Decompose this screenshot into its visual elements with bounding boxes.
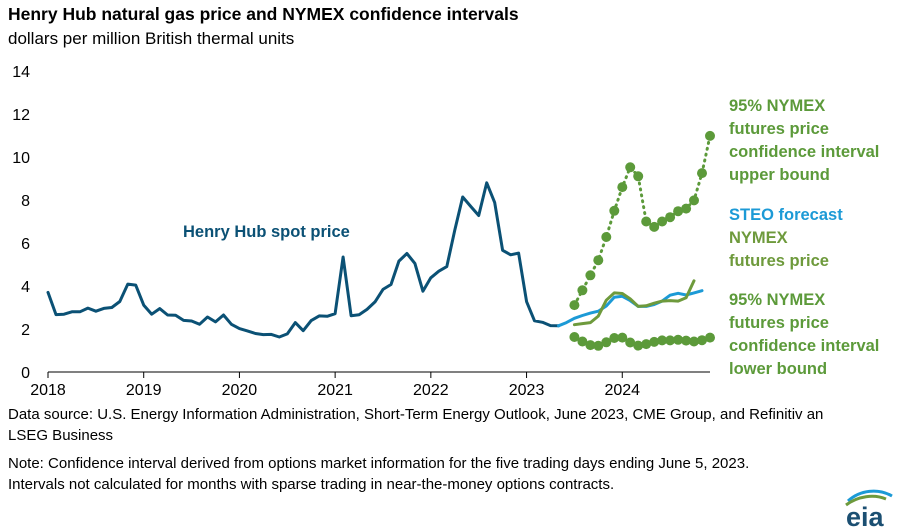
lower-bound-point (681, 335, 692, 346)
upper-bound-label: 95% NYMEX futures price confidence inter… (729, 97, 884, 184)
lower-bound-point (665, 335, 676, 346)
x-tick-label: 2021 (317, 382, 353, 399)
lower-bound-point (697, 335, 707, 346)
eia-logo-text: eia (846, 502, 885, 528)
y-tick-label: 10 (12, 150, 30, 167)
lower-bound-point (649, 336, 660, 347)
y-tick-label: 2 (21, 322, 30, 339)
upper-bound-point (681, 203, 692, 214)
series-layer (46, 130, 715, 351)
y-tick-label: 4 (21, 279, 30, 296)
lower-bound-point (609, 333, 620, 343)
lower-bound-point (641, 339, 652, 350)
x-tick-label: 2020 (222, 382, 258, 399)
upper-bound-point (569, 300, 580, 311)
upper-bound-point (649, 221, 660, 232)
x-tick-label: 2019 (126, 382, 162, 399)
lower-bound-point (593, 340, 604, 351)
line-chart: 0 2 4 6 8 10 12 14 2018 2019 2020 2021 2022 2023 2024… (12, 64, 884, 399)
x-tick-label: 2018 (30, 382, 66, 399)
upper-bound-point (697, 168, 707, 179)
upper-bound-point (633, 171, 644, 182)
chart-subtitle: dollars per million British thermal unit… (8, 29, 295, 48)
x-tick-label: 2022 (413, 382, 449, 399)
chart-title: Henry Hub natural gas price and NYMEX co… (8, 4, 519, 24)
lower-bound-point (705, 332, 715, 343)
upper-bound-point (657, 216, 668, 227)
lower-bound-point (689, 336, 699, 347)
upper-bound-point (689, 195, 699, 206)
y-axis: 0 2 4 6 8 10 12 14 (12, 64, 30, 382)
eia-logo: eia (845, 489, 893, 528)
spot-price-label: Henry Hub spot price (183, 223, 350, 241)
upper-bound-point (601, 232, 612, 242)
upper-bound-point (593, 255, 604, 266)
upper-bound-point (625, 162, 636, 173)
lower-bound-point (577, 336, 588, 347)
upper-bound-point (609, 205, 620, 216)
y-tick-label: 12 (12, 107, 30, 124)
lower-bound-point (585, 340, 596, 351)
footnote: Note: Confidence interval derived from o… (8, 455, 750, 493)
steo-forecast-label: STEO forecast (729, 206, 843, 224)
lower-bound-label: 95% NYMEX futures price confidence inter… (729, 291, 884, 378)
data-source-note: Data source: U.S. Energy Information Adm… (8, 406, 824, 444)
annotations: Henry Hub spot price 95% NYMEX futures p… (183, 97, 884, 378)
upper-bound-point (577, 285, 588, 296)
nymex-futures-line (572, 279, 696, 327)
upper-bound-point (665, 212, 676, 223)
lower-bound-point (657, 335, 668, 346)
y-tick-label: 8 (21, 193, 30, 210)
lower-bound-point (625, 337, 636, 348)
upper-bound-point (705, 130, 715, 141)
y-tick-label: 6 (21, 236, 30, 253)
lower-bound-point (617, 332, 628, 343)
y-tick-label: 0 (21, 365, 30, 382)
spot-price-line (46, 181, 560, 339)
upper-bound-point (641, 216, 652, 227)
upper-bound-point (617, 182, 628, 193)
upper-bound-point (673, 206, 684, 217)
lower-bound-point (569, 332, 580, 342)
x-tick-label: 2023 (509, 382, 545, 399)
lower-bound-point (601, 337, 612, 348)
y-tick-label: 14 (12, 64, 30, 81)
x-tick-label: 2024 (604, 382, 640, 399)
x-axis: 2018 2019 2020 2021 2022 2023 2024 (30, 371, 710, 399)
upper-bound-point (585, 270, 596, 281)
nymex-futures-label: NYMEX futures price (729, 229, 829, 270)
lower-bound-point (673, 334, 684, 345)
lower-bound-point (633, 340, 644, 351)
